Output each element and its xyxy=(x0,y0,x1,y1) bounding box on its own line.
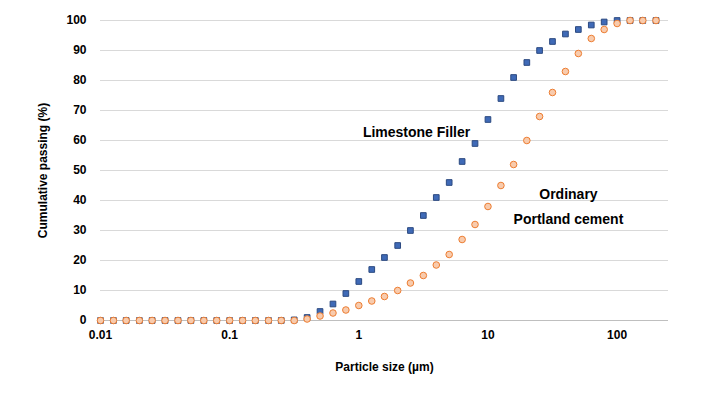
svg-text:60: 60 xyxy=(73,133,87,147)
svg-text:30: 30 xyxy=(73,223,87,237)
svg-text:20: 20 xyxy=(73,253,87,267)
svg-text:0.01: 0.01 xyxy=(89,328,113,342)
svg-text:80: 80 xyxy=(73,73,87,87)
svg-text:Cumulative passing (%): Cumulative passing (%) xyxy=(36,103,50,238)
svg-text:Particle size (µm): Particle size (µm) xyxy=(335,360,433,374)
svg-text:100: 100 xyxy=(607,328,627,342)
svg-text:90: 90 xyxy=(73,43,87,57)
svg-text:10: 10 xyxy=(73,283,87,297)
svg-text:10: 10 xyxy=(481,328,495,342)
svg-text:OrdinaryPortland cement: OrdinaryPortland cement xyxy=(514,186,624,227)
svg-text:50: 50 xyxy=(73,163,87,177)
svg-text:1: 1 xyxy=(355,328,362,342)
svg-text:70: 70 xyxy=(73,103,87,117)
svg-text:40: 40 xyxy=(73,193,87,207)
svg-text:0.1: 0.1 xyxy=(221,328,238,342)
svg-text:Limestone Filler: Limestone Filler xyxy=(363,124,471,140)
svg-text:0: 0 xyxy=(80,313,87,327)
svg-text:100: 100 xyxy=(66,13,86,27)
